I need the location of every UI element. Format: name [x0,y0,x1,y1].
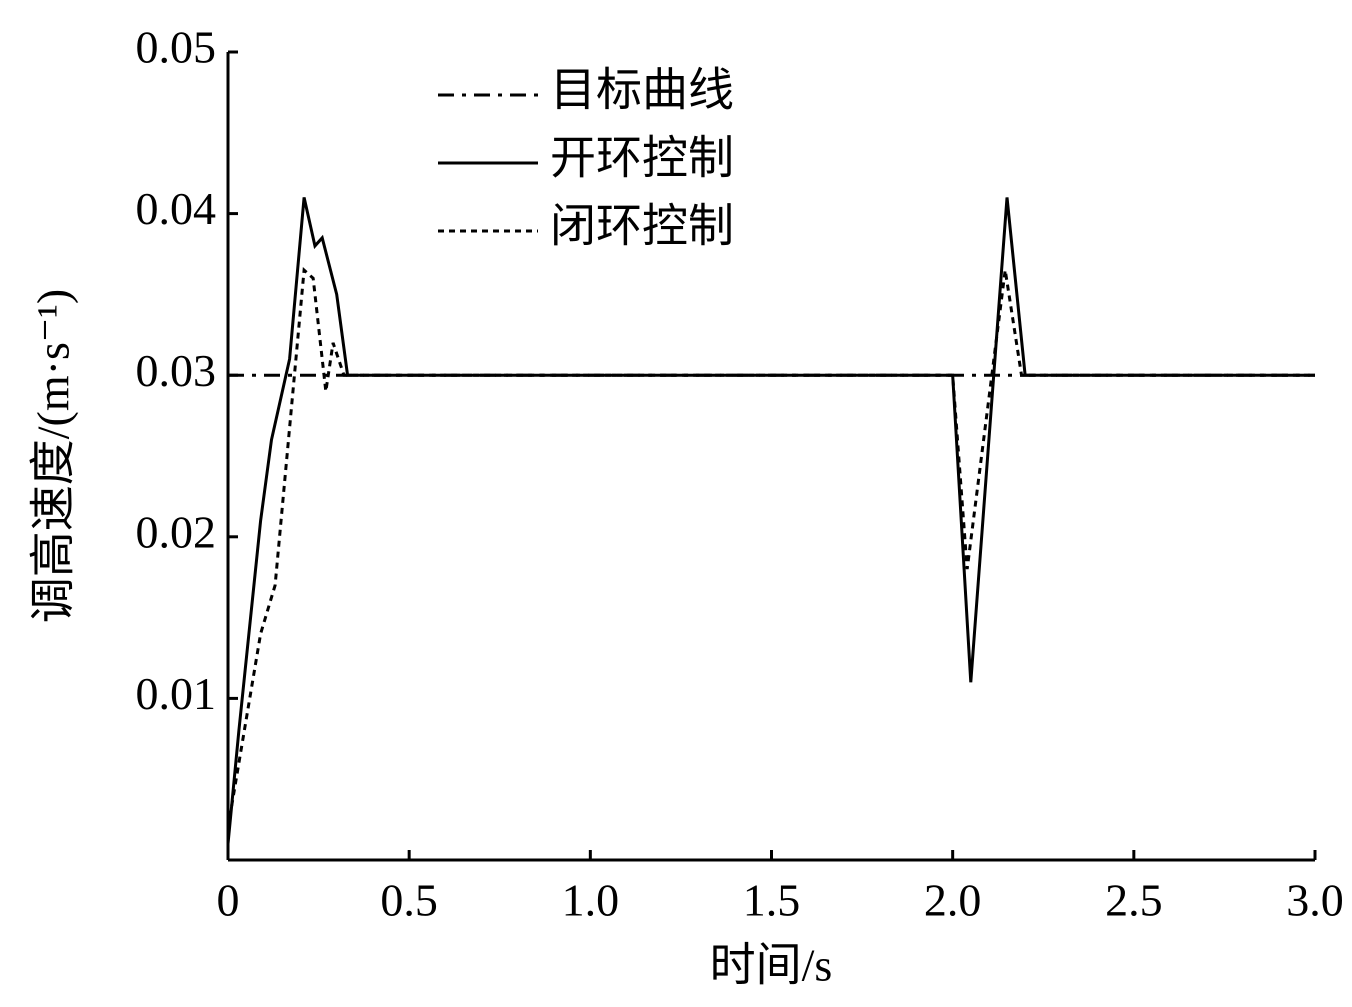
y-tick-label: 0.02 [136,506,217,557]
y-tick-label: 0.03 [136,345,217,396]
x-tick-label: 2.5 [1105,875,1163,926]
x-axis-label: 时间/s [710,940,833,991]
legend-label: 开环控制 [550,133,734,184]
x-tick-label: 1.0 [562,875,620,926]
legend-label: 闭环控制 [550,201,734,252]
x-tick-label: 3.0 [1286,875,1344,926]
y-axis-label: 调高速度/(m·s⁻¹) [28,289,79,624]
y-tick-label: 0.01 [136,668,217,719]
series-line [226,267,1315,828]
x-tick-label: 0 [217,875,240,926]
y-tick-label: 0.04 [136,183,217,234]
y-tick-label: 0.05 [136,22,217,73]
series-line [226,197,1315,844]
x-tick-label: 2.0 [924,875,982,926]
x-tick-label: 0.5 [380,875,438,926]
legend-label: 目标曲线 [550,65,734,116]
x-tick-label: 1.5 [743,875,801,926]
